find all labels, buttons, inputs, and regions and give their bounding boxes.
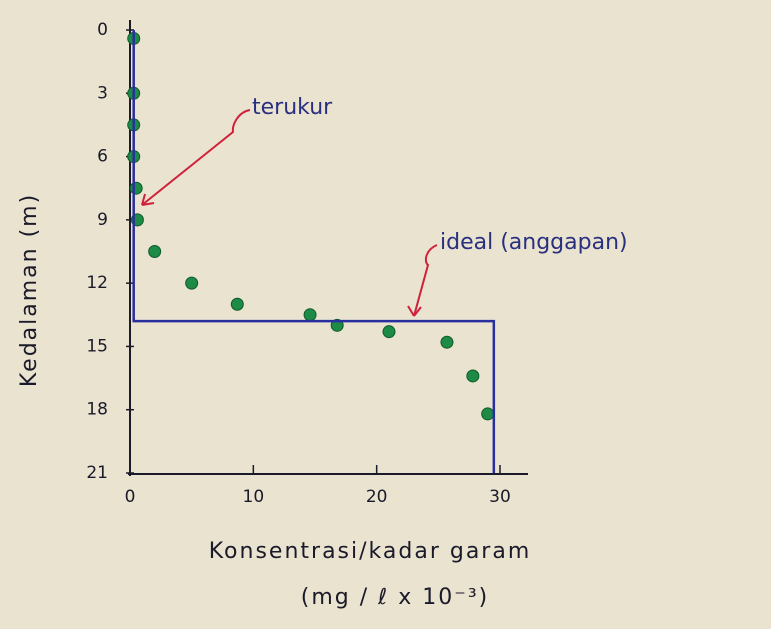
page: Kedalaman (m) Konsentrasi/kadar garam (m… <box>0 0 771 629</box>
x-tick-label: 30 <box>489 487 511 507</box>
x-tick-label: 20 <box>366 487 388 507</box>
data-point <box>231 298 243 310</box>
x-axis-unit: (mg / ℓ x 10⁻³) <box>301 585 489 610</box>
x-axis-label: Konsentrasi/kadar garam <box>209 539 532 564</box>
data-point <box>130 182 142 194</box>
y-tick-label: 15 <box>86 336 108 356</box>
y-tick-label: 21 <box>86 463 108 483</box>
y-tick-label: 12 <box>86 273 108 293</box>
annotation: ideal (anggapan) <box>440 230 628 255</box>
data-point <box>149 246 161 258</box>
data-point <box>383 326 395 338</box>
y-tick-label: 9 <box>97 210 108 230</box>
y-tick-label: 3 <box>97 83 108 103</box>
chart: Kedalaman (m) Konsentrasi/kadar garam (m… <box>0 0 771 629</box>
y-tick-label: 0 <box>97 20 108 40</box>
annotation: terukur <box>252 95 333 120</box>
data-point <box>304 309 316 321</box>
x-tick-label: 10 <box>243 487 265 507</box>
y-tick-label: 18 <box>86 400 108 420</box>
x-tick-label: 0 <box>125 487 136 507</box>
data-point <box>441 336 453 348</box>
background <box>0 0 771 629</box>
y-tick-label: 6 <box>97 147 108 167</box>
data-point <box>186 277 198 289</box>
y-axis-label: Kedalaman (m) <box>17 193 42 387</box>
data-point <box>482 408 494 420</box>
data-point <box>467 370 479 382</box>
